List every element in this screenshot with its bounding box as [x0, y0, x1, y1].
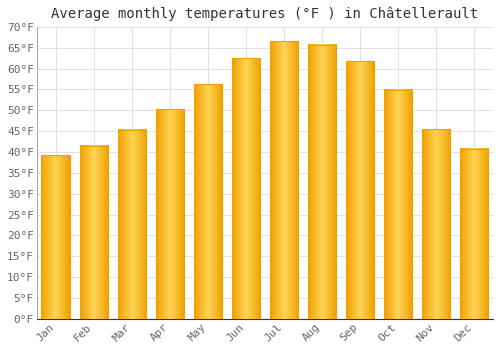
Title: Average monthly temperatures (°F ) in Châtellerault: Average monthly temperatures (°F ) in Ch… [52, 7, 478, 21]
